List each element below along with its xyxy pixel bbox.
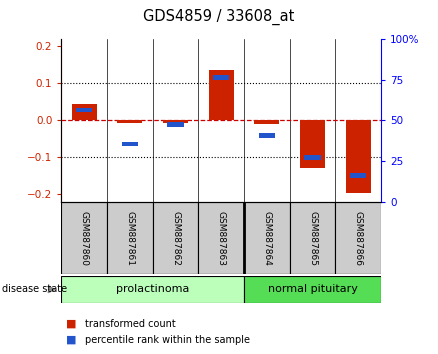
Text: transformed count: transformed count	[85, 319, 176, 329]
Text: GSM887860: GSM887860	[80, 211, 88, 266]
Bar	[167, 122, 184, 127]
Bar	[300, 120, 325, 169]
Bar	[153, 202, 198, 274]
Text: ■: ■	[66, 319, 76, 329]
Bar	[244, 202, 290, 274]
Text: disease state: disease state	[2, 284, 67, 295]
Text: GSM887864: GSM887864	[262, 211, 272, 266]
Bar	[122, 142, 138, 147]
Bar	[117, 120, 142, 123]
Text: GSM887863: GSM887863	[217, 211, 226, 266]
Bar	[76, 108, 92, 113]
Bar	[198, 202, 244, 274]
Bar	[259, 133, 275, 138]
Text: normal pituitary: normal pituitary	[268, 284, 357, 295]
Bar	[61, 202, 107, 274]
Bar	[107, 202, 153, 274]
Bar	[244, 276, 381, 303]
Bar	[71, 104, 97, 120]
Bar	[163, 120, 188, 123]
Bar	[254, 120, 279, 124]
Text: GDS4859 / 33608_at: GDS4859 / 33608_at	[143, 9, 295, 25]
Bar	[350, 173, 366, 178]
Text: GSM887862: GSM887862	[171, 211, 180, 266]
Bar	[208, 70, 234, 120]
Bar	[290, 202, 336, 274]
Text: prolactinoma: prolactinoma	[116, 284, 189, 295]
Text: GSM887865: GSM887865	[308, 211, 317, 266]
Text: percentile rank within the sample: percentile rank within the sample	[85, 335, 251, 345]
Bar	[304, 155, 321, 160]
Bar	[346, 120, 371, 193]
Text: ■: ■	[66, 335, 76, 345]
Bar	[336, 202, 381, 274]
Text: GSM887861: GSM887861	[125, 211, 134, 266]
Text: GSM887866: GSM887866	[354, 211, 363, 266]
Bar	[61, 276, 244, 303]
Bar	[213, 75, 230, 80]
